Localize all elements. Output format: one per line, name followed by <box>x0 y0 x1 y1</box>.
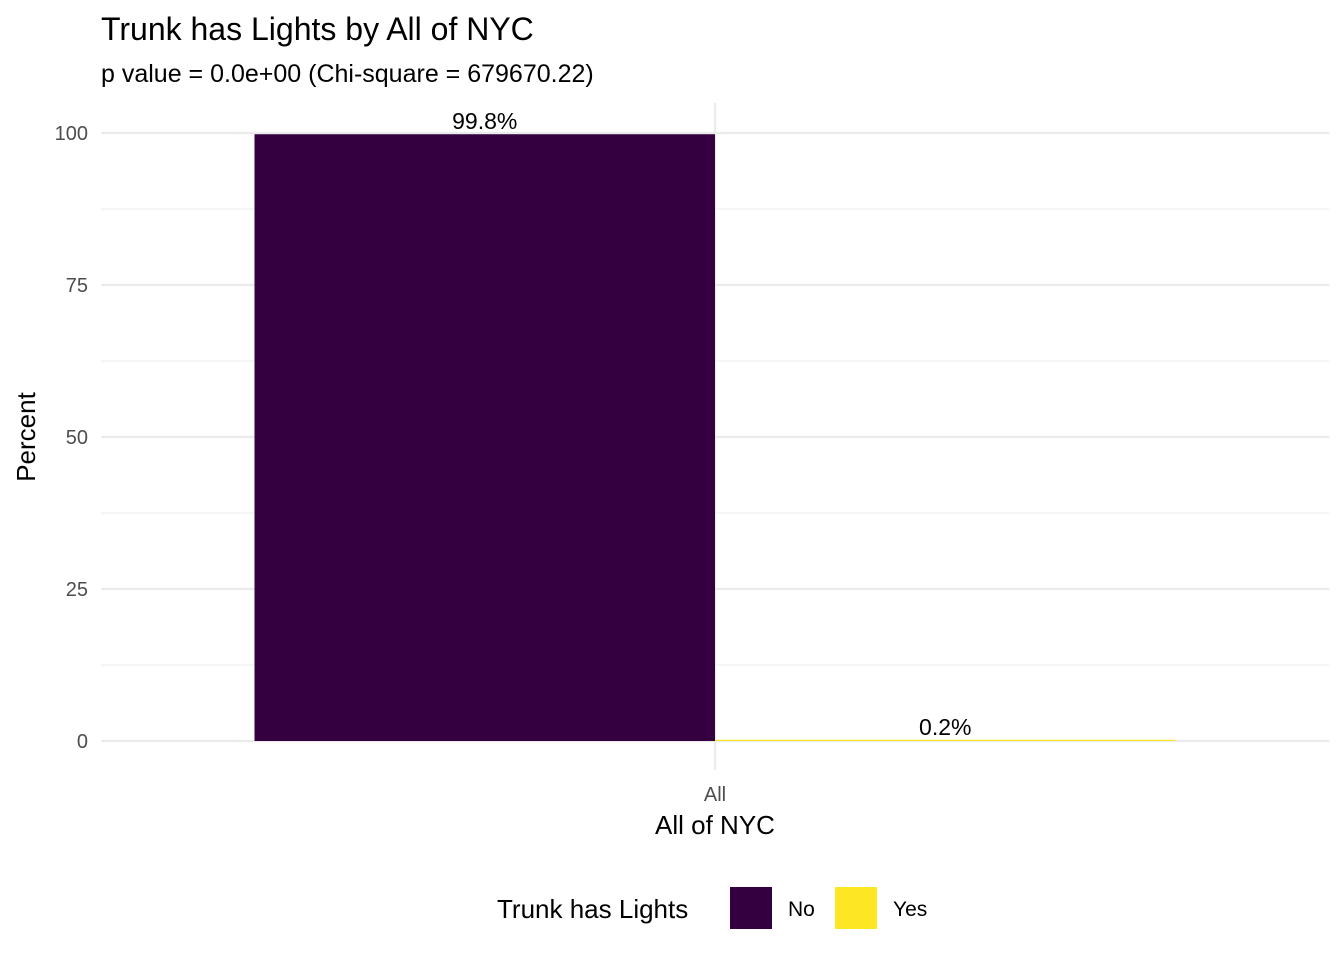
data-labels: 99.8% 0.2% <box>452 108 971 740</box>
legend-swatch-yes <box>835 887 877 929</box>
x-axis-title: All of NYC <box>655 810 775 840</box>
chart-subtitle: p value = 0.0e+00 (Chi-square = 679670.2… <box>101 60 594 88</box>
legend-label-no: No <box>788 898 815 921</box>
bar-no <box>254 134 715 741</box>
chart-title: Trunk has Lights by All of NYC <box>101 11 534 47</box>
x-tick-label: All <box>704 784 726 806</box>
legend-label-yes: Yes <box>893 898 927 921</box>
y-axis-title: Percent <box>11 391 41 481</box>
data-label-no: 99.8% <box>452 108 517 134</box>
y-axis-ticks: 0 25 50 75 100 <box>55 123 88 753</box>
legend: Trunk has Lights No Yes <box>497 887 927 929</box>
bar-yes <box>715 739 1176 741</box>
legend-title: Trunk has Lights <box>497 894 688 924</box>
y-tick-label: 100 <box>55 123 88 145</box>
y-tick-label: 0 <box>77 731 88 753</box>
legend-swatch-no <box>730 887 772 929</box>
y-tick-label: 25 <box>66 579 88 601</box>
x-axis-ticks: All <box>704 784 726 806</box>
y-tick-label: 75 <box>66 275 88 297</box>
data-label-yes: 0.2% <box>919 714 971 740</box>
bars <box>254 134 1176 741</box>
y-tick-label: 50 <box>66 427 88 449</box>
